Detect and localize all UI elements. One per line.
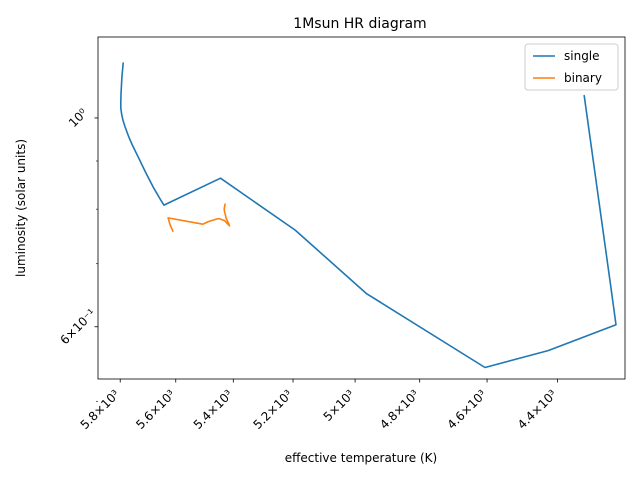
x-tick-label: 5.8×10³ — [78, 387, 123, 432]
x-tick-label: 5×10³ — [321, 387, 358, 424]
y-axis-ticks: 10⁰ 6×10⁻¹ — [57, 106, 99, 402]
x-axis-label: effective temperature (K) — [285, 451, 437, 465]
x-tick-label: 5.6×10³ — [133, 387, 178, 432]
series-line-single — [120, 62, 617, 369]
y-tick-label: 10⁰ — [66, 106, 90, 130]
series-layer — [120, 62, 617, 369]
x-tick-label: 5.4×10³ — [191, 387, 236, 432]
legend-label-single: single — [564, 49, 600, 63]
plot-area — [97, 36, 626, 380]
series-line-binary — [167, 203, 231, 232]
x-axis-ticks: 5.8×10³ 5.6×10³ 5.4×10³ 5.2×10³ 5×10³ 4.8×10³… — [78, 379, 560, 432]
chart-title: 1Msun HR diagram — [293, 16, 426, 32]
legend-label-binary: binary — [564, 71, 602, 85]
x-tick-label: 4.4×10³ — [515, 387, 560, 432]
x-tick-label: 5.2×10³ — [250, 387, 295, 432]
x-tick-label: 4.8×10³ — [377, 387, 422, 432]
y-axis-label: luminosity (solar units) — [14, 139, 28, 277]
x-tick-label: 4.6×10³ — [444, 387, 489, 432]
legend: single binary — [524, 43, 619, 91]
y-tick-label: 6×10⁻¹ — [57, 306, 98, 347]
